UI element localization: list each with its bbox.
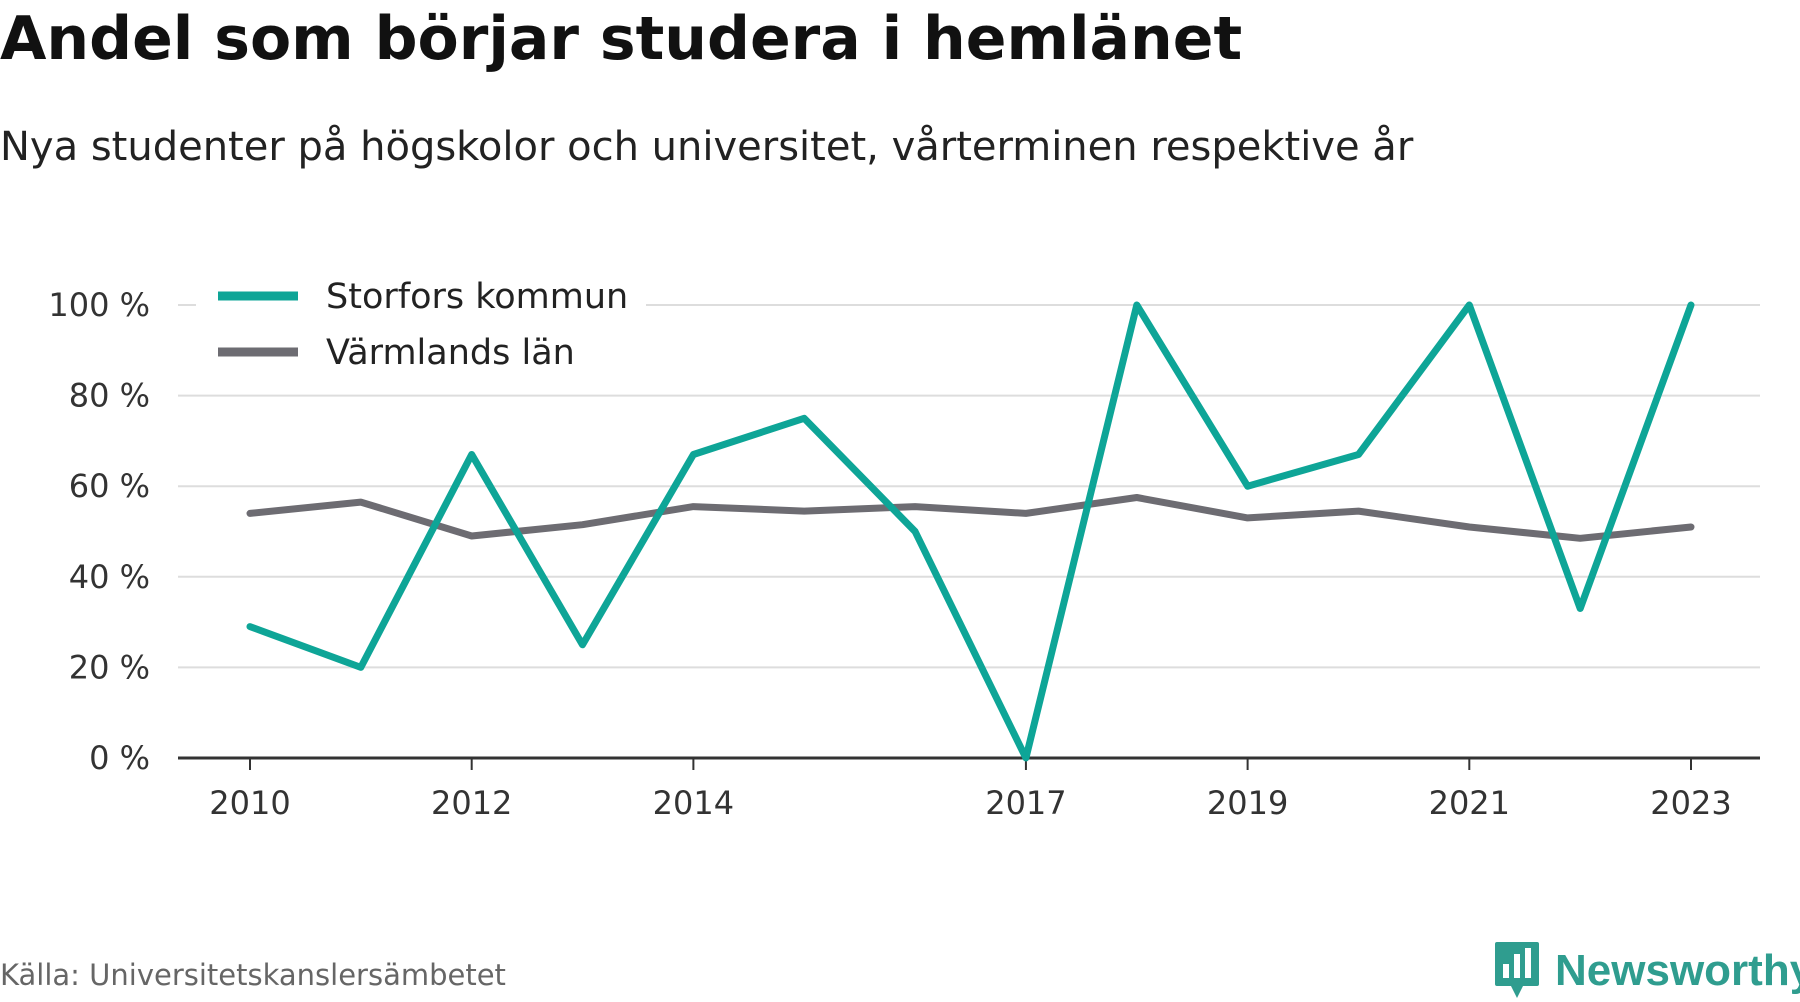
legend-background: [196, 272, 646, 384]
y-tick-label: 60 %: [69, 467, 150, 505]
series-line: [246, 494, 1695, 542]
brand-logo: Newsworthy: [1493, 940, 1800, 1002]
y-tick-label: 40 %: [69, 558, 150, 596]
line-chart: 0 %20 %40 %60 %80 %100 % 2010 2012 2014 201…: [48, 272, 1760, 822]
source-note: Källa: Universitetskanslersämbetet: [0, 958, 506, 992]
chart-subtitle: Nya studenter på högskolor och universit…: [0, 124, 1414, 170]
series-lines: [246, 301, 1695, 762]
legend-label: Värmlands län: [326, 333, 575, 373]
legend-label: Storfors kommun: [326, 277, 628, 317]
x-tick-label: 2012: [431, 784, 512, 822]
y-axis-tick-labels: 0 % 20 % 40 % 60 % 80 % 100 %: [48, 286, 150, 777]
x-axis: 2010 2012 2014 2017 2019 2021 2023: [178, 756, 1760, 822]
newsworthy-logo-icon: [1495, 942, 1539, 998]
legend: Storfors kommun Värmlands län: [196, 272, 646, 384]
y-tick-label: 100 %: [48, 286, 150, 324]
x-tick-label: 2010: [209, 784, 290, 822]
x-tick-label: 2014: [653, 784, 734, 822]
x-tick-label: 2023: [1650, 784, 1731, 822]
x-tick-label: 2017: [985, 784, 1066, 822]
y-tick-label: 80 %: [69, 377, 150, 415]
brand-name: Newsworthy: [1555, 946, 1800, 995]
series-line: [246, 301, 1695, 762]
x-tick-label: 2021: [1429, 784, 1510, 822]
y-tick-label: 0 %: [89, 739, 150, 777]
x-tick-label: 2019: [1207, 784, 1288, 822]
chart-title: Andel som börjar studera i hemlänet: [0, 4, 1243, 74]
y-tick-label: 20 %: [69, 648, 150, 686]
